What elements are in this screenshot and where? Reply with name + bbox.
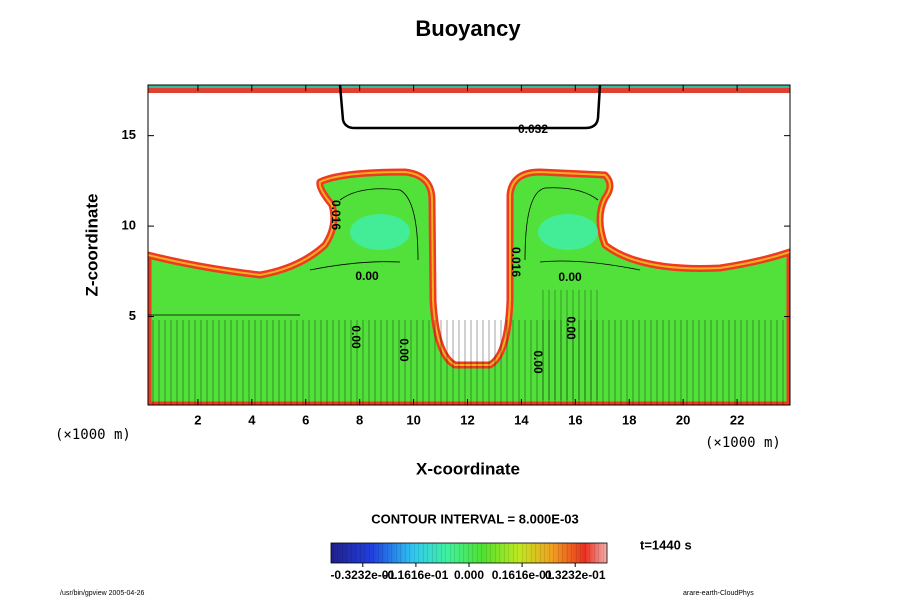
time-label: t=1440 s	[640, 537, 692, 552]
contour-line	[339, 187, 599, 261]
field	[148, 85, 790, 405]
cap-core	[350, 214, 410, 250]
contour-label: 0.00	[531, 350, 545, 374]
plot-frame	[147, 84, 791, 406]
contour-lines	[148, 320, 788, 405]
x-tick-label: 20	[676, 412, 690, 427]
contour-label: 0.00	[558, 270, 582, 284]
footer-right: arare-earth-CloudPhys	[683, 590, 754, 597]
contour-label: 0.032	[518, 122, 548, 136]
chart-title: Buoyancy	[415, 16, 521, 41]
contour-line	[338, 85, 602, 130]
colorbar-tick-label: 0.000	[454, 568, 484, 582]
x-tick-label: 10	[406, 412, 420, 427]
contour-label: 0.00	[355, 269, 379, 283]
contour-label: 0.00	[349, 325, 363, 349]
contour-interval: CONTOUR INTERVAL = 8.000E-03	[371, 511, 578, 526]
x-axis-label: X-coordinate	[416, 459, 520, 478]
contour-label: 0.00	[397, 338, 411, 362]
colorbar-tick-label: 0.1616e-01	[492, 568, 553, 582]
contour-lines	[540, 290, 600, 400]
cap-core	[538, 214, 598, 250]
colorbar-tick-label: -0.3232e-01	[330, 568, 395, 582]
contour-label: 0.016	[329, 200, 343, 230]
top-band	[148, 85, 790, 88]
y-tick-label: 5	[129, 308, 136, 323]
contour-label: 0.00	[564, 316, 578, 340]
y-tick-label: 10	[122, 218, 136, 233]
y-tick-label: 15	[122, 127, 136, 142]
colorbar-tick-label: -0.1616e-01	[384, 568, 449, 582]
y-unit: (×1000 m)	[55, 427, 131, 443]
contour-label: 0.016	[509, 247, 523, 277]
colorbar-frame	[330, 542, 608, 564]
x-tick-label: 16	[568, 412, 582, 427]
x-tick-label: 22	[730, 412, 744, 427]
y-axis-label: Z-coordinate	[82, 194, 101, 297]
colorbar-tick-label: 0.3232e-01	[545, 568, 606, 582]
x-tick-label: 6	[302, 412, 309, 427]
x-tick-label: 18	[622, 412, 636, 427]
x-unit: (×1000 m)	[705, 435, 781, 451]
contour-line	[148, 260, 641, 316]
top-band	[148, 85, 790, 93]
x-tick-label: 4	[248, 412, 256, 427]
footer-left: /usr/bin/gpview 2005-04-26	[60, 590, 145, 597]
x-tick-label: 2	[194, 412, 201, 427]
x-tick-label: 12	[460, 412, 474, 427]
x-tick-label: 14	[514, 412, 529, 427]
x-tick-label: 8	[356, 412, 363, 427]
